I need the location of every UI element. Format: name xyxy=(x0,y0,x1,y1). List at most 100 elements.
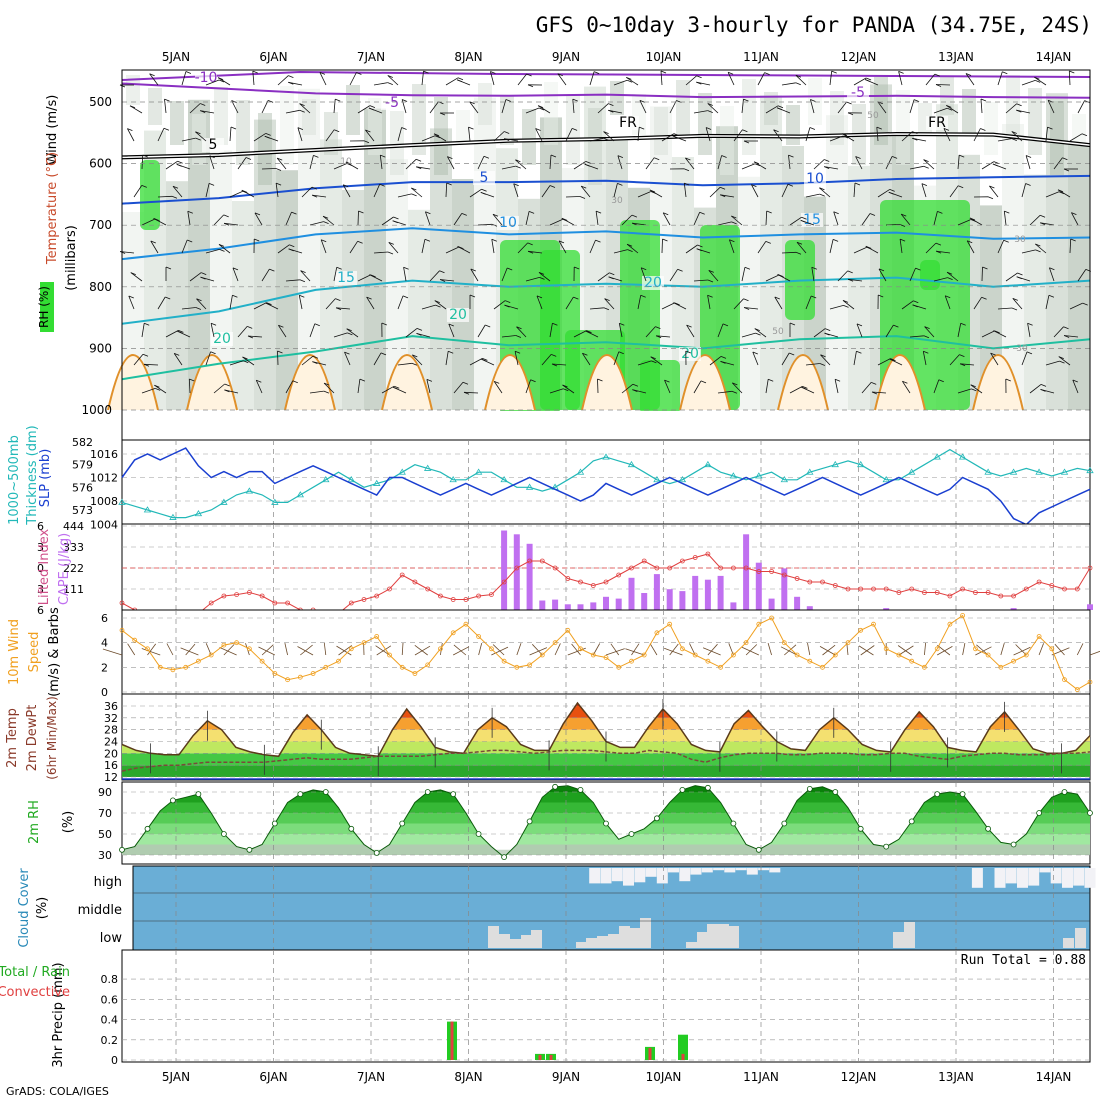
lifted-marker xyxy=(654,565,660,571)
wind-barb-feather xyxy=(323,221,329,224)
cape-bar xyxy=(603,596,609,610)
rh-high-blob xyxy=(140,160,160,230)
wind-barb-10m xyxy=(897,645,912,656)
thickness-marker xyxy=(449,476,457,483)
wind-barb xyxy=(813,328,826,338)
rh-axis-label-2: (%) xyxy=(61,811,76,834)
wind-barb xyxy=(900,213,911,226)
cloud-high-bar xyxy=(1062,868,1073,888)
wind-barb-feather xyxy=(707,103,713,106)
wind-speed-marker xyxy=(947,621,953,627)
slp-tick-label: 1008 xyxy=(90,495,118,508)
lifted-marker xyxy=(437,593,443,599)
wind-barb-feather xyxy=(515,165,521,169)
wind-barb xyxy=(765,379,769,394)
wind-barb xyxy=(165,330,179,338)
wind-barb xyxy=(660,70,663,86)
wind-barb-feather xyxy=(528,211,535,214)
wind-barb xyxy=(133,354,144,366)
rh-tick-label: 90 xyxy=(98,786,112,799)
wind-barb xyxy=(143,363,159,366)
wind-barb-feather xyxy=(267,100,274,103)
wind-barb-feather xyxy=(685,157,691,161)
wind-barb-feather xyxy=(218,79,225,83)
wind-barb-feather xyxy=(572,98,578,102)
wind-barb-feather xyxy=(1025,155,1032,158)
rh-shade-cell xyxy=(1072,114,1086,145)
wind-barb-feather xyxy=(288,75,294,78)
wind-barb xyxy=(405,328,418,338)
wind-barb xyxy=(645,326,656,338)
contour-label: 10 xyxy=(499,215,517,231)
wind-barb-feather xyxy=(469,101,475,105)
wind-barb-feather xyxy=(727,71,734,75)
wind-barb-10m xyxy=(375,645,390,656)
thickness-marker xyxy=(857,460,865,468)
wind-barb-feather xyxy=(381,322,387,326)
wind-barb-feather xyxy=(899,224,906,227)
cape-bar xyxy=(615,598,622,610)
wind-barb-feather xyxy=(789,322,796,326)
wind-barb xyxy=(618,323,623,338)
contour-label: -5 xyxy=(851,85,865,101)
wind-barb-feather xyxy=(722,323,729,327)
wind-barb xyxy=(261,268,270,282)
wind-barb-feather xyxy=(195,307,202,310)
wind-barb xyxy=(205,351,211,366)
wind-barb-feather xyxy=(265,302,271,306)
rh-marker xyxy=(246,846,253,853)
date-label-top: 6JAN xyxy=(259,50,287,64)
rh-marker xyxy=(144,825,151,832)
thickness-tick-label: 576 xyxy=(72,481,93,494)
wind-barb-feather xyxy=(776,107,783,111)
wind-barb-feather xyxy=(811,295,817,299)
wind-barb xyxy=(871,391,887,394)
cape-bar xyxy=(806,606,813,610)
wind-speed-marker xyxy=(514,664,520,670)
lifted-marker xyxy=(221,593,227,599)
wind-barb-feather xyxy=(504,138,510,141)
wind-barb-feather xyxy=(731,390,738,394)
wind-barb xyxy=(429,101,439,114)
wind-barb-feather xyxy=(416,328,423,331)
wind-barb-feather xyxy=(535,128,541,131)
surface-heat-contour xyxy=(186,354,238,411)
wind-barb xyxy=(573,161,586,170)
wind-barb-feather xyxy=(392,220,398,224)
wind-barb-feather xyxy=(224,389,230,393)
wind-barb-feather xyxy=(299,279,306,283)
wind-barb xyxy=(333,332,348,338)
wind-barb xyxy=(154,384,167,394)
thickness-marker xyxy=(907,468,916,475)
wind-barb-feather xyxy=(686,324,692,328)
wind-barb xyxy=(421,135,436,142)
cloud-low-bar xyxy=(531,930,542,948)
wind-barb-feather xyxy=(959,354,965,357)
surface-heat-contour xyxy=(484,354,536,411)
rh-contour-label: 30 xyxy=(1014,235,1026,245)
wind-barb xyxy=(320,239,327,254)
wind-barb xyxy=(608,109,623,114)
wind-barb-feather xyxy=(626,77,632,80)
wind-barb-feather xyxy=(231,100,237,103)
rh-marker xyxy=(526,818,533,825)
wind-barb xyxy=(685,75,697,86)
wind-barb xyxy=(661,302,675,310)
wind-barb xyxy=(1021,80,1036,86)
rh-shade-cell xyxy=(786,105,800,145)
wind-barb-feather xyxy=(585,330,591,334)
surface-heat-contour xyxy=(972,354,1024,411)
wind-barb xyxy=(1027,323,1031,338)
wind-barb xyxy=(1034,76,1047,86)
wind-barb-feather xyxy=(165,296,171,300)
date-label-top: 14JAN xyxy=(1036,50,1072,64)
lifted-marker xyxy=(412,579,418,585)
cloud-low-bar xyxy=(576,942,587,948)
wind-barb-feather xyxy=(1003,239,1009,243)
lifted-marker xyxy=(832,583,838,588)
wind-barb xyxy=(621,214,633,226)
wind-barb-feather xyxy=(584,163,590,167)
rh-marker xyxy=(679,787,686,793)
wind-barb-feather xyxy=(356,72,362,75)
wind-speed-marker xyxy=(145,646,150,652)
